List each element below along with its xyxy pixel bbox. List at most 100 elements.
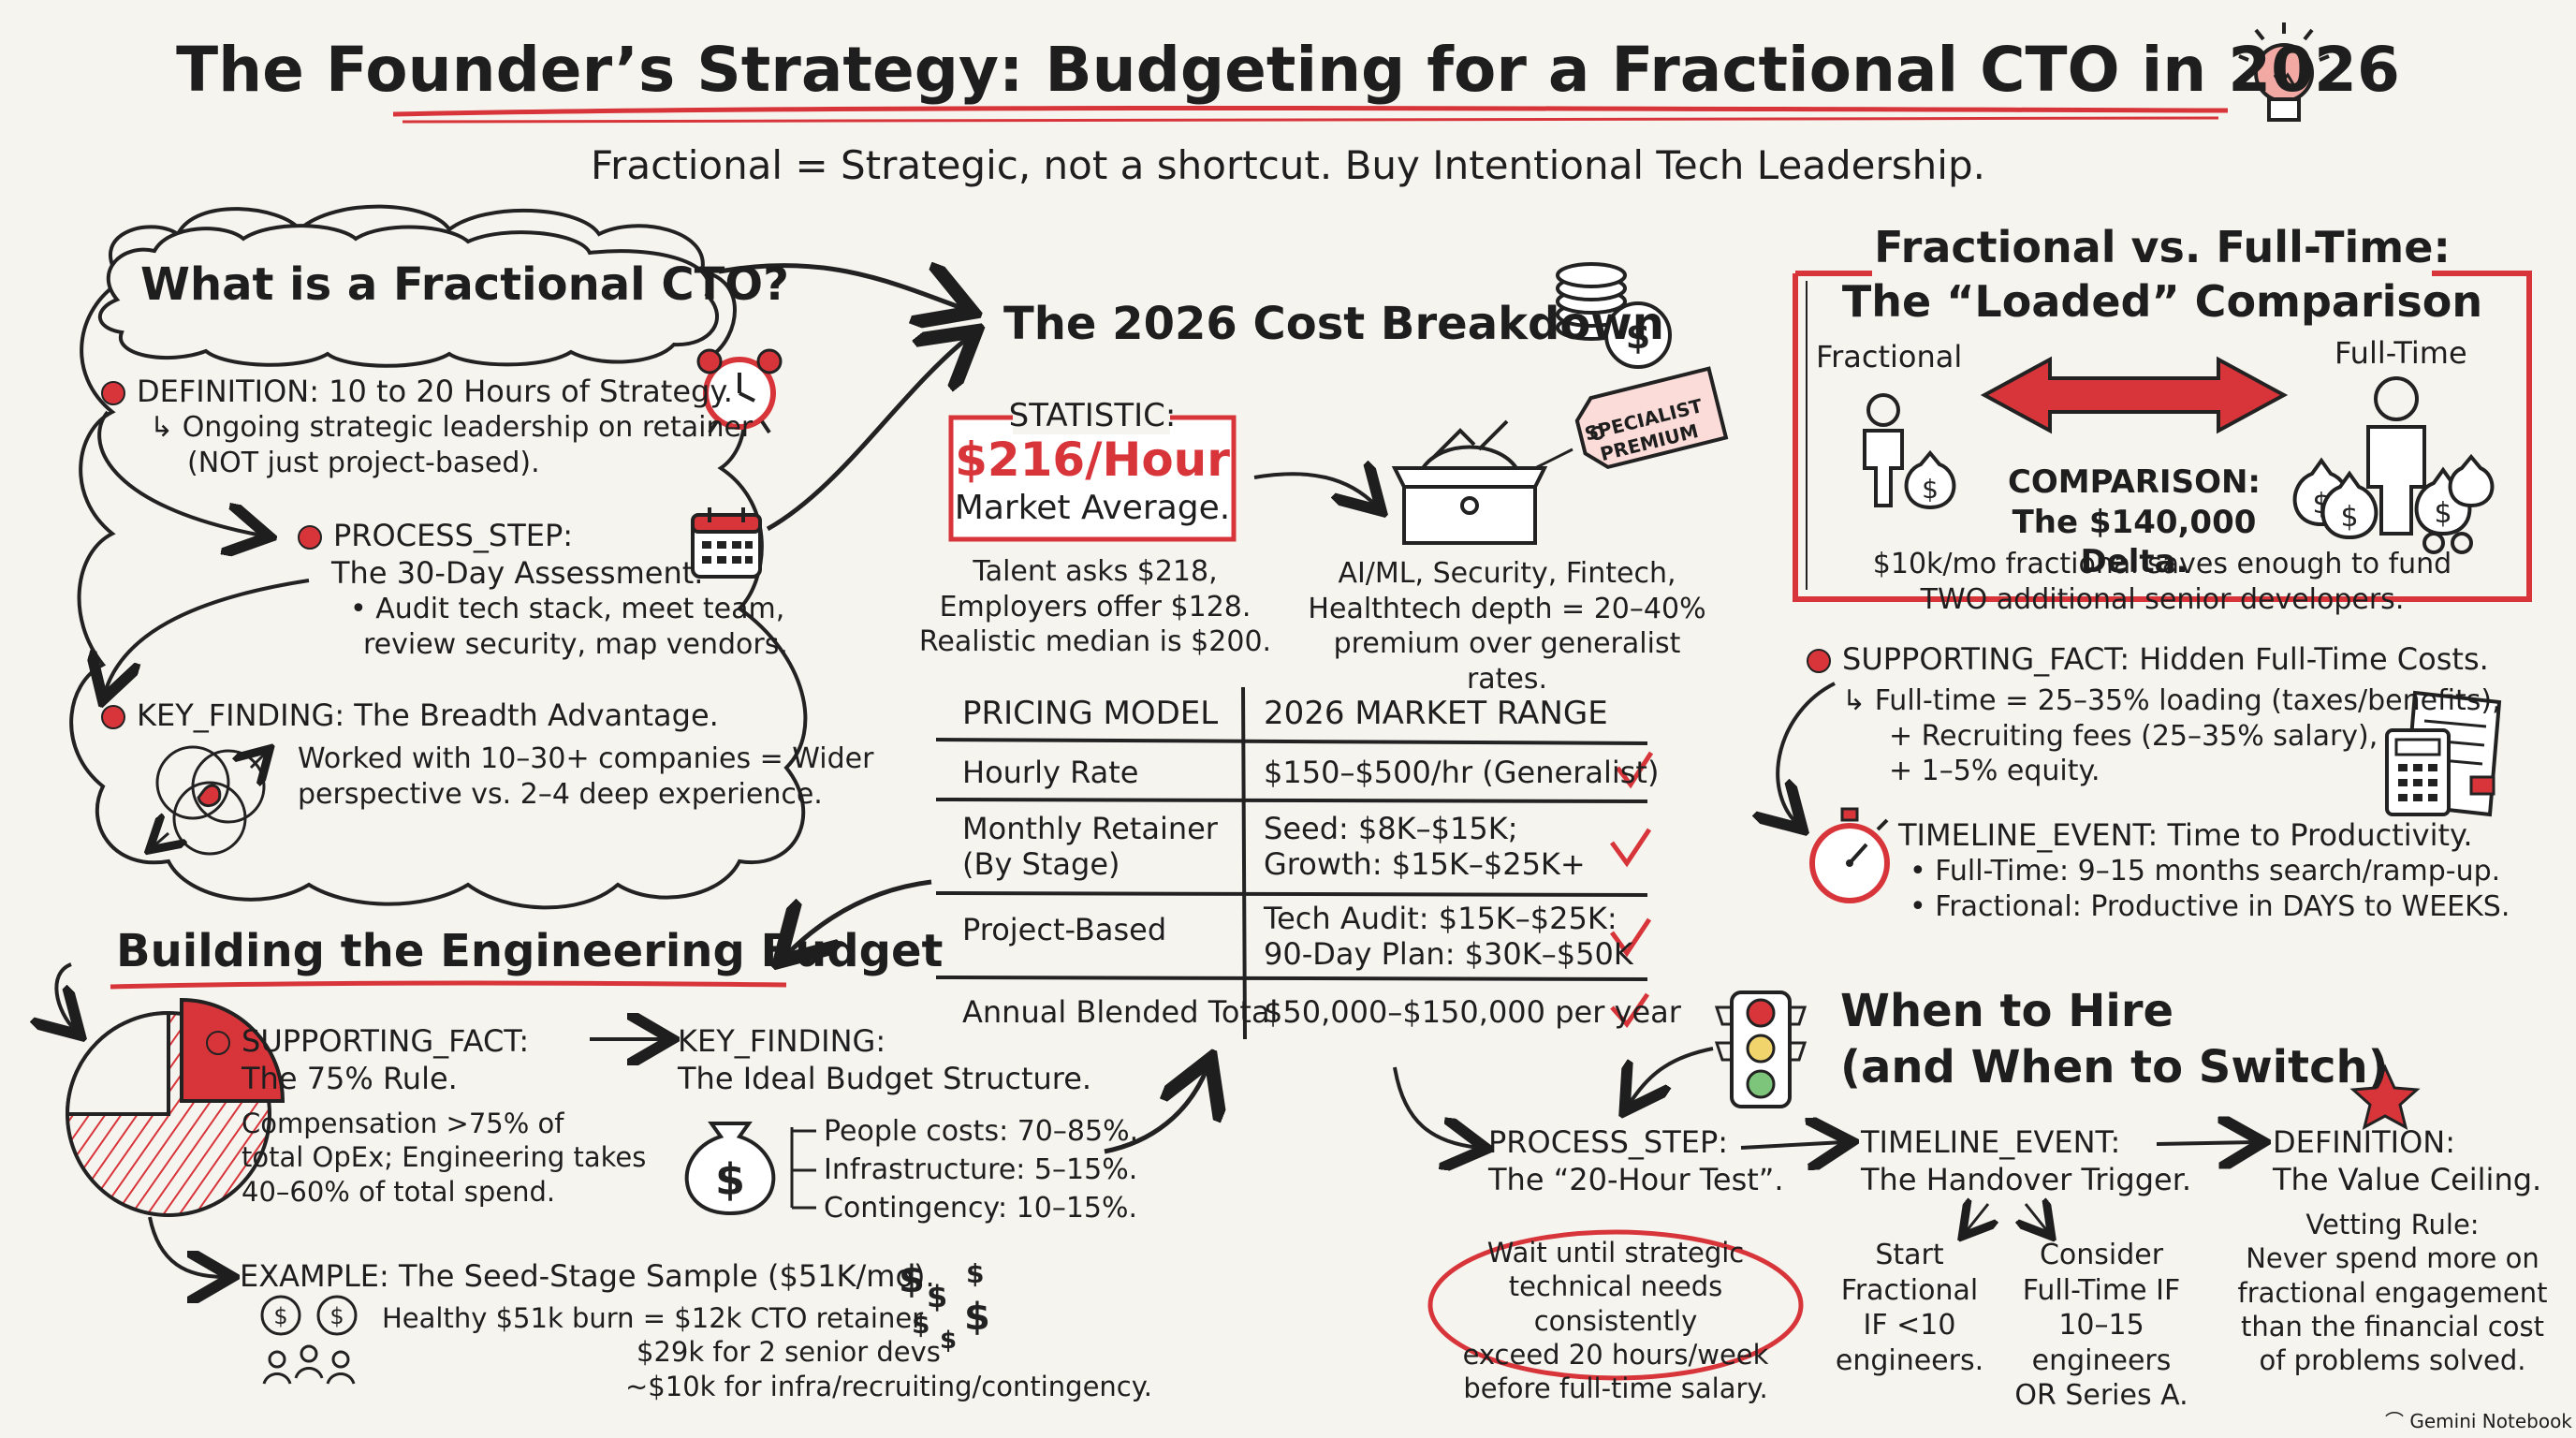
budget-structure: People costs: 70–85%. Infrastructure: 5–… bbox=[824, 1112, 1138, 1227]
statistic-box bbox=[948, 415, 1237, 542]
example-line1: Healthy $51k burn = $12k CTO retainer bbox=[382, 1302, 924, 1334]
finding-block: KEY_FINDING: The Breadth Advantage. bbox=[101, 697, 719, 734]
comparison-note: $10k/mo fractional saves enough to fund … bbox=[1835, 547, 2490, 617]
svg-text:$: $ bbox=[715, 1154, 745, 1205]
svg-text:$: $ bbox=[966, 1258, 984, 1289]
comparison-heading1: Fractional vs. Full-Time: bbox=[1874, 222, 2451, 272]
hire-vetting1: Vetting Rule: bbox=[2305, 1209, 2480, 1240]
hire-consider3: 10–15 engineers bbox=[2031, 1309, 2172, 1377]
double-arrow-icon bbox=[1980, 356, 2289, 434]
hire-vetting3: fractional engagement bbox=[2237, 1276, 2548, 1309]
hire-timeline-label1: TIMELINE_EVENT: bbox=[1861, 1124, 2121, 1160]
hire-vetting-text: Vetting Rule: Never spend more on fracti… bbox=[2224, 1208, 2561, 1377]
specialist-line3: premium over generalist rates. bbox=[1333, 627, 1681, 696]
hire-definition-label1: DEFINITION: bbox=[2273, 1124, 2455, 1160]
hire-definition-label2: The Value Ceiling. bbox=[2273, 1162, 2542, 1197]
hire-definition-label: DEFINITION: The Value Ceiling. bbox=[2273, 1123, 2541, 1198]
process-label2: The 30-Day Assessment. bbox=[331, 555, 704, 591]
hire-start2: Fractional bbox=[1840, 1273, 1979, 1307]
hire-vetting5: of problems solved. bbox=[2259, 1344, 2526, 1376]
documents-calculator-icon bbox=[2385, 690, 2502, 817]
process-bullet2: review security, map vendors. bbox=[363, 627, 788, 661]
full-time-label: Full-Time bbox=[2334, 335, 2467, 371]
kf-label2: The Ideal Budget Structure. bbox=[678, 1061, 1092, 1096]
venn-icon bbox=[154, 747, 266, 854]
process-bullet1: • Audit tech stack, meet team, bbox=[350, 593, 785, 625]
comparison-heading2: The “Loaded” Comparison bbox=[1841, 275, 2483, 327]
bullet-icon bbox=[101, 381, 125, 405]
bullet-icon bbox=[298, 525, 322, 550]
finding-label: KEY_FINDING: The Breadth Advantage. bbox=[137, 697, 719, 733]
people-icon: $ $ bbox=[260, 1295, 358, 1385]
svg-text:$: $ bbox=[2340, 501, 2358, 534]
hire-process-line3: exceed 20 hours/week bbox=[1462, 1338, 1769, 1371]
comparison-note2: TWO additional senior developers. bbox=[1920, 582, 2405, 616]
definition-label: DEFINITION: 10 to 20 Hours of Strategy. bbox=[137, 374, 733, 409]
hire-start1: Start bbox=[1875, 1239, 1944, 1271]
traffic-light-icon bbox=[1714, 990, 1808, 1108]
cost-heading: The 2026 Cost Breakdown bbox=[1003, 298, 1664, 350]
kf-block: KEY_FINDING: The Ideal Budget Structure. bbox=[678, 1022, 1091, 1097]
page-subtitle: Fractional = Strategic, not a shortcut. … bbox=[591, 142, 1985, 188]
coins-icon: $ bbox=[1556, 262, 1672, 369]
definition-line1: ↳ Ongoing strategic leadership on retain… bbox=[150, 411, 754, 444]
process-step-block: PROCESS_STEP: The 30-Day Assessment. • A… bbox=[298, 517, 788, 662]
hidden-costs-line1: ↳ Full-time = 25–35% loading (taxes/bene… bbox=[1842, 684, 2501, 717]
budget-heading: Building the Engineering Budget bbox=[116, 925, 944, 977]
comparison-value: The $140,000 Delta. bbox=[2012, 503, 2257, 581]
talent-line1: Talent asks $218, bbox=[973, 555, 1218, 588]
productivity-b1: • Full-Time: 9–15 months search/ramp-up. bbox=[1910, 855, 2501, 888]
specialist-line2: Healthtech depth = 20–40% bbox=[1308, 592, 1706, 625]
hire-consider2: Full-Time IF bbox=[2022, 1273, 2181, 1307]
definition-line2: (NOT just project-based). bbox=[187, 446, 540, 479]
statistic-value: $216/Hour bbox=[955, 433, 1230, 487]
fractional-label: Fractional bbox=[1816, 339, 1963, 374]
kf-label1: KEY_FINDING: bbox=[678, 1023, 886, 1059]
talent-text: Talent asks $218, Employers offer $128. … bbox=[917, 554, 1273, 660]
definition-block: DEFINITION: 10 to 20 Hours of Strategy. … bbox=[101, 373, 753, 480]
table-row-retainer-model: Monthly Retainer (By Stage) bbox=[962, 811, 1218, 883]
example-text: Healthy $51k burn = $12k CTO retainer $2… bbox=[382, 1301, 1152, 1403]
dollar-signs-icon: $ $ $ $ $ $ bbox=[899, 1258, 990, 1355]
bullet-icon bbox=[206, 1031, 230, 1055]
productivity-block: TIMELINE_EVENT: Time to Productivity. • … bbox=[1898, 816, 2510, 924]
comparison-box bbox=[1793, 271, 2532, 602]
statistic-sub: Market Average. bbox=[954, 489, 1231, 527]
money-bag-icon: $ bbox=[684, 1122, 776, 1216]
hire-start3: IF <10 bbox=[1863, 1309, 1956, 1342]
talent-line3: Realistic median is $200. bbox=[918, 625, 1272, 658]
comparison-heading: Fractional vs. Full-Time: The “Loaded” C… bbox=[1795, 221, 2529, 329]
return-arrow-icon: ↳ bbox=[150, 411, 183, 444]
example-label: EXAMPLE: The Seed-Stage Sample ($51K/mo)… bbox=[240, 1258, 935, 1294]
check-marks bbox=[1609, 751, 1654, 1029]
productivity-label: TIMELINE_EVENT: Time to Productivity. bbox=[1898, 817, 2473, 853]
table-header-range: 2026 MARKET RANGE bbox=[1264, 695, 1608, 732]
fact-line1: Compensation >75% of bbox=[242, 1108, 564, 1139]
finding-line1: Worked with 10–30+ companies = Wider bbox=[298, 742, 874, 775]
heading-cloud bbox=[97, 224, 719, 368]
comparison-delta: COMPARISON: The $140,000 Delta. bbox=[1966, 462, 2303, 582]
title-underline bbox=[392, 106, 2229, 117]
fact-block: SUPPORTING_FACT: The 75% Rule. Compensat… bbox=[206, 1022, 646, 1209]
hire-process-label1: PROCESS_STEP: bbox=[1488, 1124, 1729, 1160]
hidden-costs-line3: + 1–5% equity. bbox=[1889, 755, 2100, 787]
fractional-person-icon: $ bbox=[1863, 393, 1956, 510]
table-row-annual-model: Annual Blended Total bbox=[962, 994, 1279, 1030]
hire-heading2: (and When to Switch) bbox=[1840, 1041, 2389, 1093]
table-row-annual-range: $50,000–$150,000 per year bbox=[1264, 994, 1681, 1030]
pie-chart bbox=[65, 997, 285, 1217]
hire-process-line4: before full-time salary. bbox=[1463, 1372, 1768, 1404]
hidden-costs-block: SUPPORTING_FACT: Hidden Full-Time Costs. bbox=[1807, 640, 2489, 678]
productivity-b2: • Fractional: Productive in DAYS to WEEK… bbox=[1910, 889, 2510, 923]
hire-consider1: Consider bbox=[2039, 1239, 2164, 1271]
specialist-tag bbox=[1574, 366, 1729, 470]
hire-start-text: Start Fractional IF <10 engineers. bbox=[1825, 1238, 1994, 1378]
hire-vetting2: Never spend more on bbox=[2246, 1242, 2539, 1275]
hire-process-label: PROCESS_STEP: The “20-Hour Test”. bbox=[1488, 1123, 1784, 1198]
table-row-retainer-range: Seed: $8K–$15K; Growth: $15K–$25K+ bbox=[1264, 811, 1586, 883]
gemini-icon: ⌒ bbox=[2385, 1410, 2410, 1432]
page-title: The Founder’s Strategy: Budgeting for a … bbox=[176, 34, 2400, 106]
people-costs: People costs: 70–85%. bbox=[824, 1115, 1139, 1148]
table-row-project-range: Tech Audit: $15K–$25K: 90-Day Plan: $30K–… bbox=[1264, 901, 1633, 973]
